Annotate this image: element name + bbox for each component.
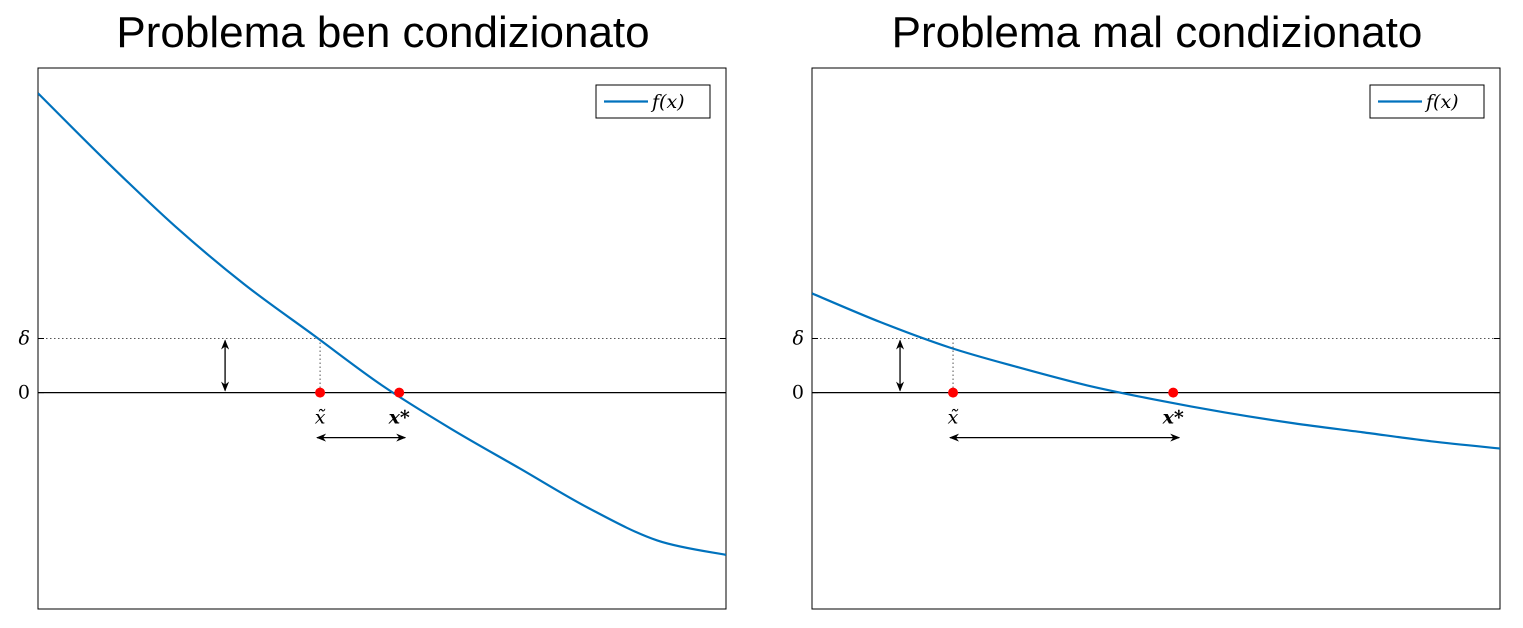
xtilde-point: [315, 387, 326, 398]
legend-label: f(x): [650, 91, 685, 113]
xtilde-point: [948, 387, 959, 398]
series-line: [812, 292, 1500, 450]
xstar-point: [394, 387, 405, 398]
right-panel: Problema mal condizionato δ 0 x̃ x* f(x): [774, 0, 1523, 628]
chart-title: Problema mal condizionato: [891, 8, 1423, 57]
legend-label: f(x): [1424, 91, 1459, 113]
xtilde-label: x̃: [315, 407, 326, 429]
y-tick-label-delta: δ: [19, 328, 30, 350]
xstar-point: [1168, 387, 1179, 398]
series-line: [38, 92, 726, 556]
chart-title: Problema ben condizionato: [116, 8, 650, 57]
y-tick-label-zero: 0: [792, 382, 804, 404]
xstar-label: x*: [1162, 407, 1184, 429]
left-panel: Problema ben condizionato δ 0 x̃ x* f(x): [0, 0, 760, 628]
chart-svg-right: δ 0 x̃ x* f(x): [792, 67, 1501, 610]
y-tick-label-zero: 0: [18, 382, 30, 404]
xstar-label: x*: [388, 407, 410, 429]
chart-svg-left: δ 0 x̃ x* f(x): [18, 67, 727, 610]
xtilde-label: x̃: [948, 407, 959, 429]
y-tick-label-delta: δ: [793, 328, 804, 350]
